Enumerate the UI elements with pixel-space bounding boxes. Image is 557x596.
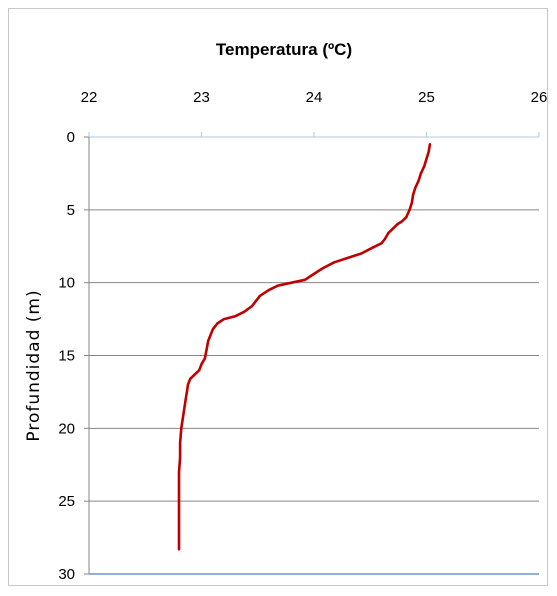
series-line-0 [177,143,432,551]
x-tick-label-22: 22 [81,89,98,106]
x-tick-label-23: 23 [193,89,210,106]
x-tick-label-26: 26 [531,89,548,106]
y-tick-label-25: 25 [58,493,75,510]
x-tick-label-25: 25 [418,89,435,106]
chart-frame: Temperatura (ºC) 22 23 24 25 26 0 5 10 15 20 25 30… [8,8,548,586]
y-axis-label: Profundidad (m) [24,289,44,441]
chart-title: Temperatura (ºC) [216,40,352,59]
y-tick-label-0: 0 [67,129,75,146]
x-tick-labels: 22 23 24 25 26 [81,89,548,106]
y-tick-label-5: 5 [67,202,75,219]
temperature-depth-chart: Temperatura (ºC) 22 23 24 25 26 0 5 10 15 20 25 30… [24,40,548,583]
y-tick-label-30: 30 [58,566,75,583]
y-tick-label-15: 15 [58,348,75,365]
y-tick-label-10: 10 [58,275,75,292]
axes [84,132,540,575]
grid-lines [89,209,539,502]
y-tick-labels: 0 5 10 15 20 25 30 [58,129,75,583]
y-tick-label-20: 20 [58,420,75,437]
x-tick-label-24: 24 [306,89,323,106]
series-layer [177,143,432,551]
